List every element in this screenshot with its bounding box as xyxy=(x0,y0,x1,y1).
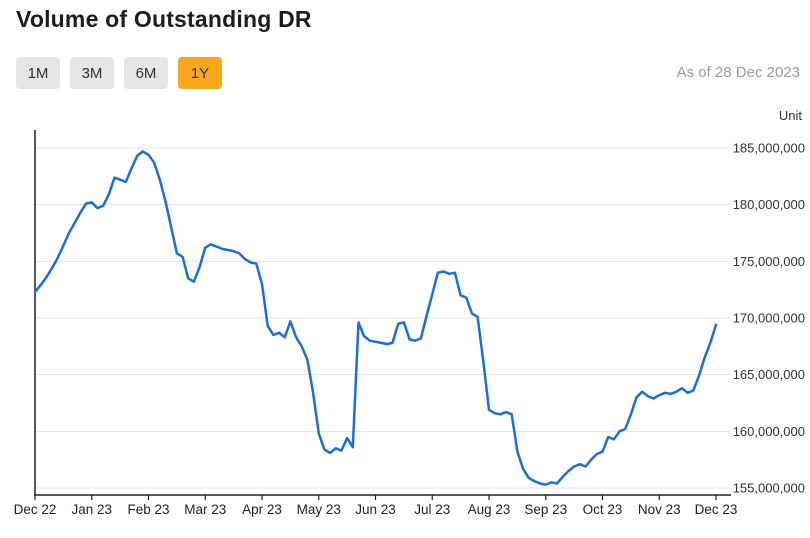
y-axis-label: 160,000,000 xyxy=(733,424,805,439)
x-axis-label: Dec 23 xyxy=(695,502,738,517)
x-axis-label: Feb 23 xyxy=(127,502,169,517)
as-of-label: As of 28 Dec 2023 xyxy=(676,64,800,81)
unit-label: Unit xyxy=(778,108,802,123)
x-axis-label: Jun 23 xyxy=(355,502,396,517)
x-axis-label: Nov 23 xyxy=(638,502,681,517)
range-button-1m[interactable]: 1M xyxy=(16,57,60,89)
volume-line-chart: 155,000,000 160,000,000 165,000,000 170,000… xyxy=(14,130,805,517)
x-axis-label: Jul 23 xyxy=(414,502,450,517)
y-axis-label: 170,000,000 xyxy=(733,311,805,326)
y-axis-label: 165,000,000 xyxy=(733,367,805,382)
x-axis-label: Dec 22 xyxy=(14,502,57,517)
page-title: Volume of Outstanding DR xyxy=(16,6,312,32)
volume-series-line xyxy=(33,150,718,486)
range-button-1y[interactable]: 1Y xyxy=(178,57,222,89)
x-axis-label: Sep 23 xyxy=(524,502,567,517)
x-axis-label: Jan 23 xyxy=(71,502,112,517)
x-axis-label: Mar 23 xyxy=(184,502,226,517)
y-axis-label: 175,000,000 xyxy=(733,254,805,269)
y-axis-label: 180,000,000 xyxy=(733,197,805,212)
x-axis-label: May 23 xyxy=(297,502,341,517)
y-axis-label: 155,000,000 xyxy=(733,481,805,496)
x-axis-label: Oct 23 xyxy=(583,502,623,517)
range-button-6m[interactable]: 6M xyxy=(124,57,168,89)
range-selector: 1M 3M 6M 1Y xyxy=(16,57,222,89)
x-axis-label: Apr 23 xyxy=(242,502,282,517)
y-axis-label: 185,000,000 xyxy=(733,141,805,156)
range-button-3m[interactable]: 3M xyxy=(70,57,114,89)
x-axis-label: Aug 23 xyxy=(468,502,511,517)
